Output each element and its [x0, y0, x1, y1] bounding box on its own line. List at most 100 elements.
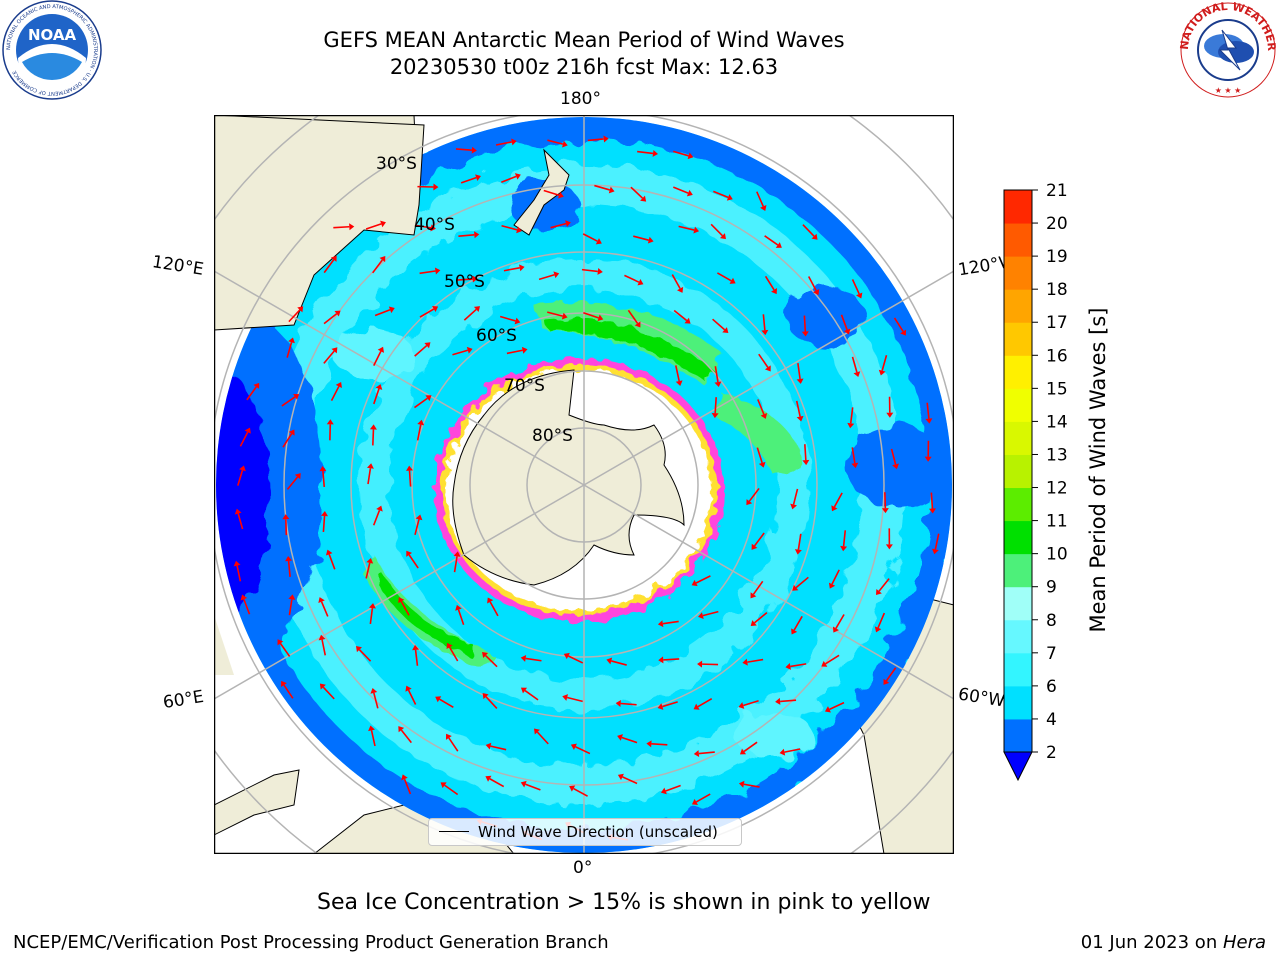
wave-direction-arrow: [453, 551, 461, 573]
colorbar-title: Mean Period of Wind Waves [s]: [1086, 307, 1110, 633]
colorbar-frame: [1003, 189, 1033, 753]
chart-subtitle: 20230530 t00z 216h fcst Max: 12.63: [389, 55, 779, 79]
wave-direction-arrow: [405, 685, 417, 705]
wave-direction-arrow: [368, 725, 376, 747]
wave-direction-arrow: [874, 612, 886, 633]
wave-direction-arrow: [281, 680, 294, 699]
wave-direction-arrow: [671, 274, 684, 293]
wave-direction-arrow: [398, 597, 410, 616]
wave-direction-arrow: [416, 419, 425, 441]
wave-direction-arrow: [538, 271, 560, 281]
wave-direction-arrow: [374, 306, 395, 317]
wave-direction-arrow: [750, 611, 768, 626]
wave-direction-arrow: [795, 400, 804, 422]
wave-direction-arrow: [234, 508, 244, 530]
wave-direction-arrow: [321, 511, 329, 533]
wave-direction-arrow: [792, 576, 809, 591]
wave-direction-arrow: [501, 224, 522, 234]
wave-direction-arrow: [751, 532, 765, 550]
wave-direction-arrow: [323, 255, 337, 274]
wave-direction-arrow: [624, 274, 644, 286]
wave-direction-arrow: [881, 492, 889, 514]
wave-direction-arrow: [691, 793, 711, 806]
wave-direction-arrow: [713, 190, 733, 201]
wave-direction-arrow: [796, 363, 804, 384]
wave-direction-arrow: [832, 614, 845, 633]
colorbar-extend-triangle: [1003, 751, 1033, 782]
wave-direction-arrow: [583, 312, 604, 322]
wave-direction-arrow: [691, 575, 711, 587]
wave-direction-arrow: [883, 667, 897, 685]
wave-direction-arrow: [372, 256, 386, 274]
legend-line-swatch: [439, 831, 469, 832]
wave-direction-arrow: [847, 407, 855, 429]
wave-direction-arrow: [925, 402, 933, 424]
wave-direction-arrow: [716, 272, 736, 284]
wave-direction-arrow: [738, 700, 759, 709]
wave-direction-arrow: [520, 654, 542, 662]
wave-direction-arrow: [851, 279, 863, 299]
wave-direction-arrow: [678, 225, 700, 234]
wave-direction-arrow: [415, 224, 436, 232]
wave-direction-arrow: [455, 146, 477, 154]
wave-direction-arrow: [711, 397, 719, 419]
lat-label-40s: 40°S: [414, 215, 455, 235]
wave-direction-arrow: [672, 150, 694, 160]
wave-direction-arrow: [282, 514, 290, 536]
colorbar-bin: [1004, 586, 1032, 621]
wave-direction-arrow: [794, 533, 802, 555]
wave-direction-arrow: [750, 580, 764, 599]
wave-direction-arrow: [485, 775, 505, 788]
lat-label-60s: 60°S: [476, 326, 517, 346]
lon-label-180: 180°: [560, 89, 601, 109]
colorbar-tick-label: 2: [1046, 743, 1057, 763]
wave-direction-arrow: [594, 184, 615, 194]
legend-label: Wind Wave Direction (unscaled): [478, 823, 718, 841]
colorbar-tick-label: 8: [1046, 611, 1057, 631]
wave-direction-arrow: [547, 311, 568, 320]
wave-direction-arrow: [365, 220, 386, 230]
wave-direction-arrow: [569, 785, 588, 797]
branch-credit: NCEP/EMC/Verification Post Processing Pr…: [13, 932, 609, 953]
colorbar-tick-label: 12: [1046, 479, 1068, 499]
wave-direction-arrow: [482, 693, 498, 709]
wave-direction-arrow: [828, 569, 840, 589]
wave-direction-arrow: [801, 315, 809, 337]
wave-direction-arrow: [325, 549, 336, 570]
wave-direction-arrow: [414, 342, 431, 357]
wave-direction-arrow: [330, 381, 342, 402]
colorbar-bin: [1004, 718, 1032, 753]
colorbar-bin: [1004, 652, 1032, 687]
colorbar-bin: [1004, 619, 1032, 654]
wave-direction-arrow: [318, 597, 329, 617]
lat-label-80s: 80°S: [532, 426, 573, 446]
wave-direction-arrow: [319, 466, 327, 488]
wave-direction-arrow: [851, 447, 859, 469]
wave-direction-arrow: [365, 557, 374, 579]
run-date-text: 01 Jun 2023 on: [1080, 932, 1223, 953]
colorbar-bin: [1004, 520, 1032, 555]
noaa-logo-text: NOAA: [28, 26, 77, 44]
colorbar-tick-label: 11: [1046, 512, 1068, 532]
wave-direction-arrow: [547, 139, 568, 148]
wave-direction-arrow: [373, 384, 383, 405]
wave-direction-arrow: [355, 646, 372, 662]
wave-direction-arrow: [627, 309, 641, 328]
wave-direction-arrow: [821, 654, 840, 667]
wave-direction-arrow: [791, 615, 803, 635]
colorbar-tick-label: 19: [1046, 247, 1068, 267]
wave-direction-arrow: [761, 314, 769, 336]
lat-label-70s: 70°S: [504, 376, 545, 396]
wave-direction-arrow: [746, 487, 760, 506]
lon-label-60e: 60°E: [161, 686, 206, 714]
machine-name: Hera: [1222, 932, 1266, 953]
lon-label-120e: 120°E: [150, 252, 205, 280]
wave-direction-arrow: [890, 448, 899, 470]
wave-direction-arrow: [501, 173, 521, 184]
wave-direction-arrow: [233, 560, 242, 582]
wave-direction-arrow: [785, 663, 807, 670]
wave-direction-arrow: [807, 276, 820, 296]
wave-direction-arrow: [673, 309, 691, 324]
wave-direction-arrow: [893, 317, 907, 336]
sea-ice-note: Sea Ice Concentration > 15% is shown in …: [317, 890, 931, 915]
